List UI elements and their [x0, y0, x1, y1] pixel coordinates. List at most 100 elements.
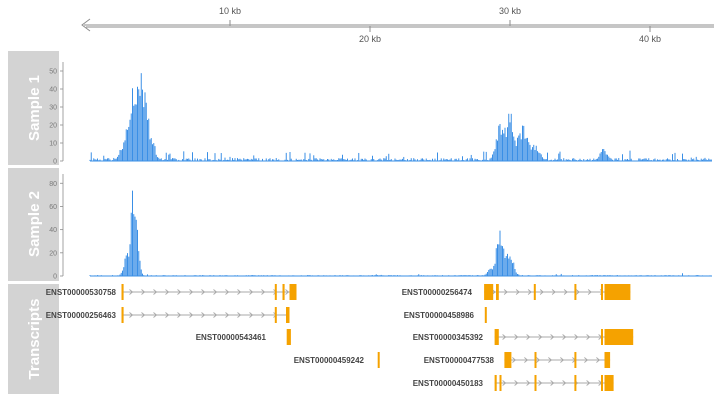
strand-arrow-icon — [177, 312, 182, 318]
y-tick-label-80: 80 — [49, 181, 57, 188]
strand-arrow-icon — [514, 380, 519, 386]
exon-block — [604, 284, 631, 300]
strand-arrow-icon — [165, 289, 170, 295]
strand-arrow-icon — [586, 380, 591, 386]
transcripts-title: Transcripts — [26, 299, 43, 380]
strand-arrow-icon — [538, 334, 543, 340]
strand-arrow-icon — [551, 289, 556, 295]
strand-arrow-icon — [514, 334, 519, 340]
strand-arrow-icon — [538, 380, 543, 386]
strand-arrow-icon — [141, 289, 146, 295]
strand-arrow-icon — [201, 312, 206, 318]
sample2-y-axis: 0 20 40 60 80 — [49, 174, 64, 281]
strand-arrow-icon — [249, 312, 254, 318]
strand-arrow-icon — [237, 289, 242, 295]
strand-arrow-icon — [502, 334, 507, 340]
kb-label-10: 10 kb — [219, 6, 241, 16]
transcript-label-458986: ENST00000458986 — [404, 311, 475, 320]
transcript-label-543461: ENST00000543461 — [196, 333, 267, 342]
strand-arrow-icon — [213, 312, 218, 318]
transcript-label-345392: ENST00000345392 — [413, 333, 484, 342]
transcript-label-459242: ENST00000459242 — [294, 356, 365, 365]
transcripts-title-panel — [8, 284, 59, 394]
exon-block — [574, 284, 577, 300]
exon-block — [286, 307, 290, 323]
strand-arrow-icon — [587, 289, 592, 295]
strand-arrow-icon — [285, 289, 290, 295]
exon-block — [533, 284, 536, 300]
strand-arrow-icon — [527, 289, 532, 295]
y-tick-label-50: 50 — [49, 69, 57, 76]
exon-block — [499, 375, 502, 391]
sample1-y-axis: 0 10 20 30 40 50 — [49, 62, 64, 166]
kb-label-40: 40 kb — [639, 34, 661, 44]
exon-block — [274, 307, 277, 323]
exon-block — [289, 284, 297, 300]
track-titles: Sample 1 Sample 2 Transcripts — [8, 51, 59, 394]
transcript-label-530758: ENST00000530758 — [46, 288, 117, 297]
strand-arrow-icon — [165, 312, 170, 318]
strand-arrow-icon — [225, 312, 230, 318]
exon-block — [282, 284, 285, 300]
exon-block — [274, 284, 277, 300]
y-tick-label-40: 40 — [49, 227, 57, 234]
transcript-label-256463: ENST00000256463 — [46, 311, 117, 320]
strand-arrow-icon — [189, 289, 194, 295]
sample1-title: Sample 1 — [26, 75, 43, 141]
strand-arrow-icon — [575, 289, 580, 295]
transcripts-track: ENST00000530758 ENST00000256463 ENST0000… — [46, 284, 634, 391]
y-tick-label-40: 40 — [49, 87, 57, 94]
exon-block — [494, 329, 499, 345]
strand-arrow-icon — [153, 312, 158, 318]
y-tick-label-20: 20 — [49, 250, 57, 257]
exon-block — [604, 329, 634, 345]
exon-block — [534, 375, 537, 391]
exon-block — [601, 284, 603, 300]
exon-block — [121, 284, 124, 300]
strand-arrow-icon — [129, 312, 134, 318]
strand-arrow-icon — [526, 380, 531, 386]
transcript-label-256474: ENST00000256474 — [402, 288, 473, 297]
y-tick-label-30: 30 — [49, 105, 57, 112]
exon-block — [604, 352, 611, 368]
exon-block — [286, 329, 291, 345]
strand-arrow-icon — [213, 289, 218, 295]
exon-block — [377, 352, 380, 368]
strand-arrow-icon — [512, 357, 517, 363]
exon-block — [484, 307, 487, 323]
strand-arrow-icon — [502, 380, 507, 386]
exon-block — [601, 375, 603, 391]
transcript-label-450183: ENST00000450183 — [413, 379, 484, 388]
strand-arrow-icon — [526, 334, 531, 340]
strand-arrow-icon — [177, 289, 182, 295]
sample2-title-panel — [8, 168, 59, 281]
strand-arrow-icon — [550, 380, 555, 386]
exon-block — [496, 284, 499, 300]
exon-block — [604, 375, 614, 391]
strand-arrow-icon — [225, 289, 230, 295]
strand-arrow-icon — [141, 312, 146, 318]
strand-arrow-icon — [261, 289, 266, 295]
strand-arrow-icon — [524, 357, 529, 363]
exon-block — [504, 352, 512, 368]
strand-arrow-icon — [539, 289, 544, 295]
strand-arrow-icon — [536, 357, 541, 363]
sample2-title: Sample 2 — [26, 191, 43, 257]
exon-block — [484, 284, 494, 300]
transcript-label-477538: ENST00000477538 — [424, 356, 495, 365]
y-tick-label-0: 0 — [53, 274, 57, 281]
strand-arrow-icon — [560, 357, 565, 363]
strand-arrow-icon — [515, 289, 520, 295]
strand-arrow-icon — [249, 289, 254, 295]
kb-label-20: 20 kb — [359, 34, 381, 44]
strand-arrow-icon — [562, 380, 567, 386]
strand-arrow-icon — [562, 334, 567, 340]
sample1-coverage — [89, 73, 712, 162]
strand-arrow-icon — [586, 334, 591, 340]
exon-block — [534, 352, 537, 368]
exon-block — [574, 352, 577, 368]
strand-arrow-icon — [189, 312, 194, 318]
strand-arrow-icon — [129, 289, 134, 295]
strand-arrow-icon — [596, 357, 601, 363]
